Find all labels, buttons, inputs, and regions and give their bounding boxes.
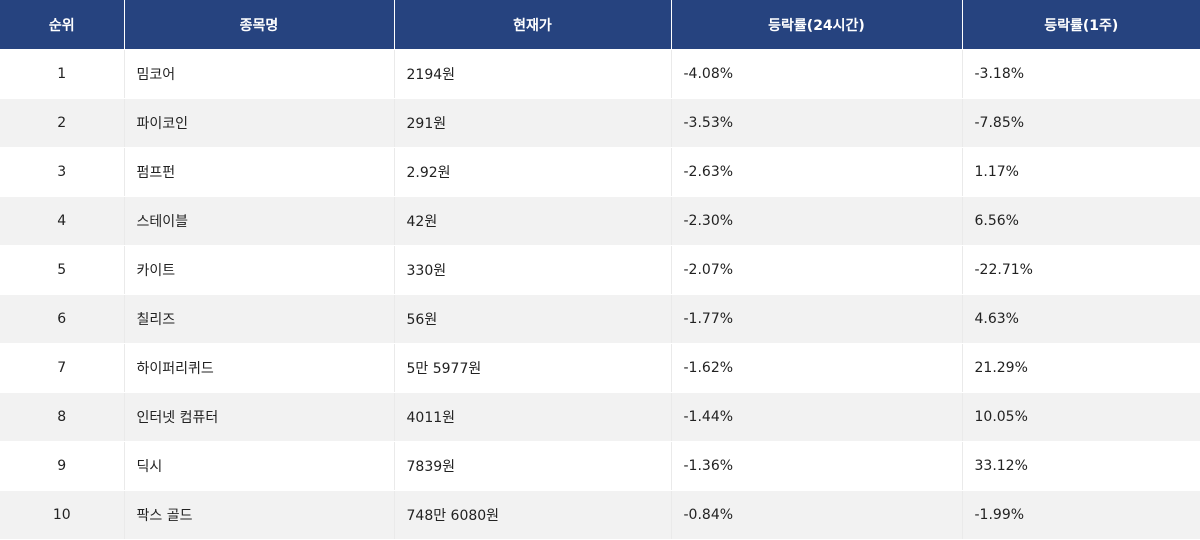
header-name: 종목명 xyxy=(124,0,395,50)
rank-cell: 9 xyxy=(0,441,125,491)
coin-name-cell: 펌프펀 xyxy=(124,147,395,197)
table-header: 순위 종목명 현재가 등락률(24시간) 등락률(1주) xyxy=(0,0,1200,50)
change-1w-cell: 1.17% xyxy=(962,147,1200,197)
table-row: 10 팍스 골드 748만 6080원 -0.84% -1.99% xyxy=(0,490,1200,540)
change-24h-cell: -2.07% xyxy=(671,245,963,295)
change-1w-cell: 6.56% xyxy=(962,196,1200,246)
coin-name-cell: 카이트 xyxy=(124,245,395,295)
price-cell: 7839원 xyxy=(394,441,672,491)
table-body: 1 밈코어 2194원 -4.08% -3.18% 2 파이코인 291원 -3… xyxy=(0,49,1200,540)
coin-name-cell: 딕시 xyxy=(124,441,395,491)
change-24h-cell: -4.08% xyxy=(671,49,963,99)
change-24h-cell: -1.77% xyxy=(671,294,963,344)
change-1w-cell: -22.71% xyxy=(962,245,1200,295)
price-cell: 42원 xyxy=(394,196,672,246)
header-rank: 순위 xyxy=(0,0,125,50)
coin-name-cell: 밈코어 xyxy=(124,49,395,99)
change-24h-cell: -1.44% xyxy=(671,392,963,442)
coin-name-cell: 칠리즈 xyxy=(124,294,395,344)
rank-cell: 2 xyxy=(0,98,125,148)
change-24h-cell: -1.36% xyxy=(671,441,963,491)
coin-name-cell: 스테이블 xyxy=(124,196,395,246)
coin-name-cell: 파이코인 xyxy=(124,98,395,148)
table-row: 6 칠리즈 56원 -1.77% 4.63% xyxy=(0,294,1200,344)
table-row: 1 밈코어 2194원 -4.08% -3.18% xyxy=(0,49,1200,99)
change-24h-cell: -1.62% xyxy=(671,343,963,393)
rank-cell: 7 xyxy=(0,343,125,393)
rank-cell: 3 xyxy=(0,147,125,197)
change-24h-cell: -3.53% xyxy=(671,98,963,148)
price-cell: 4011원 xyxy=(394,392,672,442)
price-cell: 330원 xyxy=(394,245,672,295)
change-1w-cell: -1.99% xyxy=(962,490,1200,540)
table-row: 7 하이퍼리퀴드 5만 5977원 -1.62% 21.29% xyxy=(0,343,1200,393)
change-24h-cell: -2.30% xyxy=(671,196,963,246)
header-change-1w: 등락률(1주) xyxy=(962,0,1200,50)
change-1w-cell: -7.85% xyxy=(962,98,1200,148)
change-1w-cell: 21.29% xyxy=(962,343,1200,393)
rank-cell: 8 xyxy=(0,392,125,442)
coin-name-cell: 하이퍼리퀴드 xyxy=(124,343,395,393)
table-row: 5 카이트 330원 -2.07% -22.71% xyxy=(0,245,1200,295)
price-cell: 5만 5977원 xyxy=(394,343,672,393)
coin-name-cell: 팍스 골드 xyxy=(124,490,395,540)
price-cell: 748만 6080원 xyxy=(394,490,672,540)
change-1w-cell: 4.63% xyxy=(962,294,1200,344)
header-price: 현재가 xyxy=(394,0,672,50)
price-cell: 56원 xyxy=(394,294,672,344)
header-change-24h: 등락률(24시간) xyxy=(671,0,963,50)
change-24h-cell: -2.63% xyxy=(671,147,963,197)
rank-cell: 6 xyxy=(0,294,125,344)
rank-cell: 4 xyxy=(0,196,125,246)
price-cell: 2194원 xyxy=(394,49,672,99)
table-row: 3 펌프펀 2.92원 -2.63% 1.17% xyxy=(0,147,1200,197)
change-1w-cell: 10.05% xyxy=(962,392,1200,442)
change-24h-cell: -0.84% xyxy=(671,490,963,540)
table-row: 9 딕시 7839원 -1.36% 33.12% xyxy=(0,441,1200,491)
rank-cell: 5 xyxy=(0,245,125,295)
table-row: 2 파이코인 291원 -3.53% -7.85% xyxy=(0,98,1200,148)
change-1w-cell: 33.12% xyxy=(962,441,1200,491)
price-cell: 2.92원 xyxy=(394,147,672,197)
rank-cell: 1 xyxy=(0,49,125,99)
table-row: 4 스테이블 42원 -2.30% 6.56% xyxy=(0,196,1200,246)
table-row: 8 인터넷 컴퓨터 4011원 -1.44% 10.05% xyxy=(0,392,1200,442)
change-1w-cell: -3.18% xyxy=(962,49,1200,99)
price-cell: 291원 xyxy=(394,98,672,148)
rank-cell: 10 xyxy=(0,490,125,540)
coin-name-cell: 인터넷 컴퓨터 xyxy=(124,392,395,442)
header-row: 순위 종목명 현재가 등락률(24시간) 등락률(1주) xyxy=(0,0,1200,50)
